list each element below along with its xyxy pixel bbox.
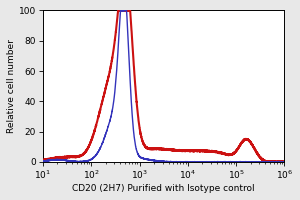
X-axis label: CD20 (2H7) Purified with Isotype control: CD20 (2H7) Purified with Isotype control (72, 184, 255, 193)
Y-axis label: Relative cell number: Relative cell number (7, 39, 16, 133)
